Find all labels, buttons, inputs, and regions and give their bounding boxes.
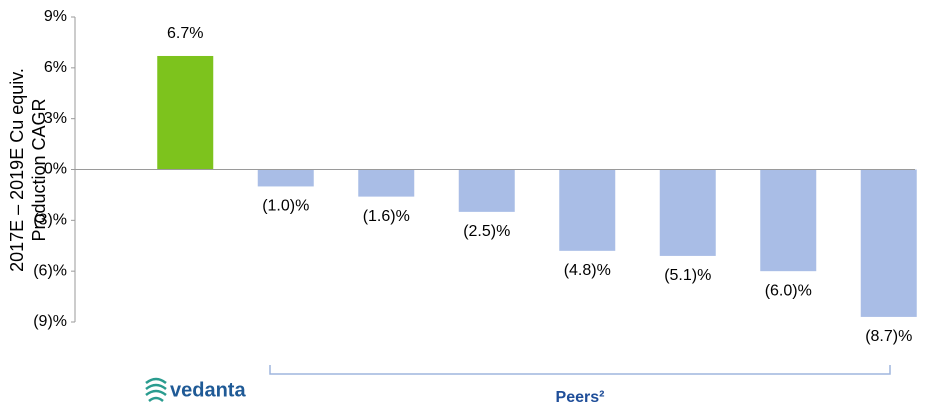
y-tick-label: 0% xyxy=(44,161,67,178)
y-label-line: 2017E – 2019E Cu equiv. xyxy=(7,68,27,272)
bar xyxy=(760,169,817,272)
data-label: (6.0)% xyxy=(765,282,812,299)
data-label: (4.8)% xyxy=(564,262,611,279)
y-tick-label: (9)% xyxy=(33,313,67,330)
peers-label: Peers² xyxy=(556,389,605,406)
y-tick-label: 6% xyxy=(44,59,67,76)
x-tick-label: vedanta xyxy=(170,379,246,401)
bar xyxy=(659,169,716,256)
data-label: (5.1)% xyxy=(664,267,711,284)
data-label: (8.7)% xyxy=(865,328,912,345)
data-label: (1.0)% xyxy=(262,198,309,215)
bar xyxy=(358,169,415,197)
y-tick-label: (3)% xyxy=(33,212,67,229)
y-tick-label: (6)% xyxy=(33,262,67,279)
bar xyxy=(458,169,515,212)
bar xyxy=(860,169,917,317)
data-label: (1.6)% xyxy=(363,208,410,225)
data-label: (2.5)% xyxy=(463,223,510,240)
data-label: 6.7% xyxy=(167,25,203,42)
vedanta-logo xyxy=(145,377,167,402)
y-label-line: Production CAGR xyxy=(29,98,49,241)
y-tick-label: 3% xyxy=(44,110,67,127)
bar xyxy=(257,169,314,187)
bar xyxy=(157,55,214,170)
y-axis-label: 2017E – 2019E Cu equiv. Production CAGR xyxy=(7,68,49,272)
peers-bracket xyxy=(269,365,891,375)
y-tick-label: 9% xyxy=(44,8,67,25)
bar xyxy=(559,169,616,251)
